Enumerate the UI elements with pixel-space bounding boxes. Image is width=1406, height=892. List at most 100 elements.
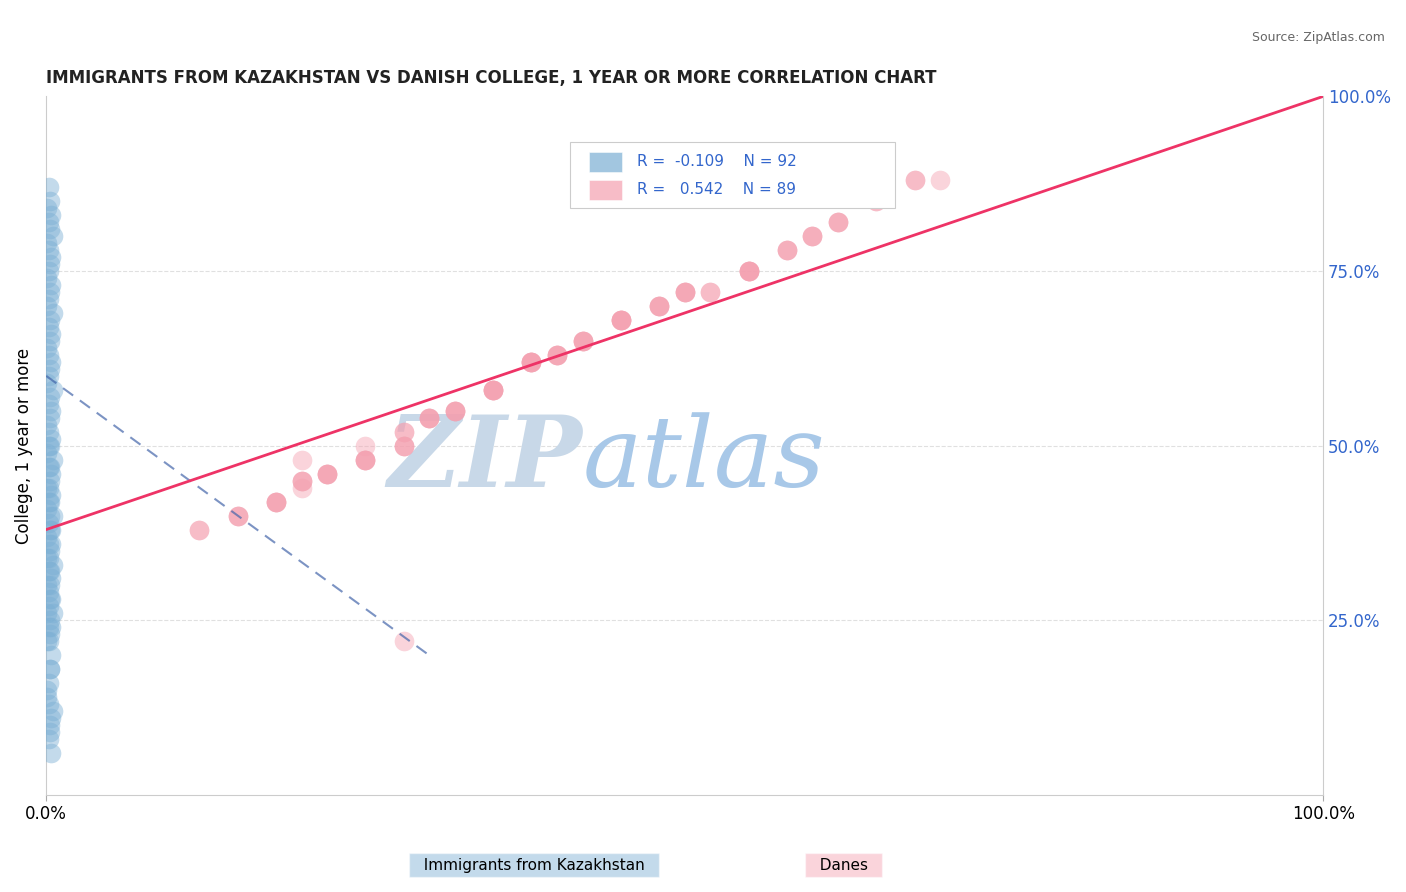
Point bbox=[38, 698, 60, 712]
Point bbox=[482, 383, 505, 397]
Point bbox=[316, 467, 339, 481]
Point bbox=[39, 746, 62, 760]
Point bbox=[827, 215, 849, 229]
Point bbox=[865, 194, 887, 209]
Point bbox=[801, 229, 824, 244]
Point bbox=[610, 313, 633, 327]
Point bbox=[39, 718, 62, 732]
Point bbox=[37, 236, 59, 251]
Point bbox=[37, 201, 59, 215]
Point bbox=[264, 494, 287, 508]
Point bbox=[443, 404, 465, 418]
Point bbox=[39, 208, 62, 222]
Point bbox=[38, 599, 60, 614]
Point bbox=[827, 215, 849, 229]
Point bbox=[418, 410, 440, 425]
Point bbox=[37, 683, 59, 698]
Point bbox=[418, 410, 440, 425]
Point bbox=[571, 334, 593, 348]
Point bbox=[737, 264, 759, 278]
Point bbox=[482, 383, 505, 397]
Point bbox=[226, 508, 249, 523]
Point bbox=[443, 404, 465, 418]
Point bbox=[610, 313, 633, 327]
Point bbox=[290, 474, 312, 488]
Point bbox=[673, 285, 696, 299]
Point bbox=[392, 425, 415, 439]
Point bbox=[39, 614, 62, 628]
Point bbox=[39, 355, 62, 369]
Text: Immigrants from Kazakhstan: Immigrants from Kazakhstan bbox=[413, 858, 655, 872]
Point bbox=[38, 585, 60, 599]
Point bbox=[37, 607, 59, 621]
Point bbox=[443, 404, 465, 418]
Point bbox=[610, 313, 633, 327]
Point bbox=[39, 578, 62, 592]
Point bbox=[520, 355, 543, 369]
Point bbox=[354, 452, 377, 467]
Point bbox=[39, 627, 62, 641]
Point bbox=[39, 467, 62, 481]
Point bbox=[39, 404, 62, 418]
Point bbox=[39, 285, 62, 299]
Point bbox=[392, 439, 415, 453]
Point bbox=[290, 481, 312, 495]
Point bbox=[392, 425, 415, 439]
Point bbox=[648, 299, 671, 313]
Point bbox=[290, 474, 312, 488]
Point bbox=[648, 299, 671, 313]
Point bbox=[546, 348, 568, 362]
Point bbox=[38, 516, 60, 530]
Point bbox=[38, 634, 60, 648]
Point bbox=[520, 355, 543, 369]
FancyBboxPatch shape bbox=[589, 180, 621, 200]
Point bbox=[39, 390, 62, 404]
Point bbox=[37, 481, 59, 495]
Point bbox=[571, 334, 593, 348]
Point bbox=[39, 523, 62, 537]
Point bbox=[41, 508, 63, 523]
Text: IMMIGRANTS FROM KAZAKHSTAN VS DANISH COLLEGE, 1 YEAR OR MORE CORRELATION CHART: IMMIGRANTS FROM KAZAKHSTAN VS DANISH COL… bbox=[46, 69, 936, 87]
Text: Danes: Danes bbox=[810, 858, 877, 872]
Point bbox=[37, 417, 59, 432]
Point bbox=[37, 530, 59, 544]
FancyBboxPatch shape bbox=[589, 153, 621, 172]
Point bbox=[37, 690, 59, 705]
Point bbox=[37, 550, 59, 565]
Point bbox=[316, 467, 339, 481]
Point bbox=[39, 326, 62, 341]
Point bbox=[673, 285, 696, 299]
Point bbox=[865, 194, 887, 209]
Point bbox=[188, 523, 211, 537]
Text: Source: ZipAtlas.com: Source: ZipAtlas.com bbox=[1251, 31, 1385, 45]
Point bbox=[39, 439, 62, 453]
Point bbox=[39, 648, 62, 663]
Point bbox=[39, 250, 62, 264]
Point bbox=[38, 348, 60, 362]
Point bbox=[546, 348, 568, 362]
Point bbox=[39, 592, 62, 607]
Point bbox=[39, 222, 62, 236]
FancyBboxPatch shape bbox=[569, 142, 896, 208]
Point bbox=[38, 180, 60, 194]
Point bbox=[38, 425, 60, 439]
Point bbox=[520, 355, 543, 369]
Point bbox=[482, 383, 505, 397]
Point bbox=[903, 173, 925, 187]
Point bbox=[571, 334, 593, 348]
Point bbox=[39, 494, 62, 508]
Point bbox=[610, 313, 633, 327]
Point bbox=[39, 194, 62, 209]
Text: ZIP: ZIP bbox=[388, 411, 582, 508]
Point bbox=[776, 243, 799, 257]
Point bbox=[41, 607, 63, 621]
Point bbox=[39, 620, 62, 634]
Point bbox=[226, 508, 249, 523]
Point bbox=[38, 565, 60, 579]
Point bbox=[38, 536, 60, 550]
Point bbox=[38, 550, 60, 565]
Point bbox=[39, 432, 62, 446]
Point bbox=[264, 494, 287, 508]
Point bbox=[39, 257, 62, 271]
Point bbox=[39, 410, 62, 425]
